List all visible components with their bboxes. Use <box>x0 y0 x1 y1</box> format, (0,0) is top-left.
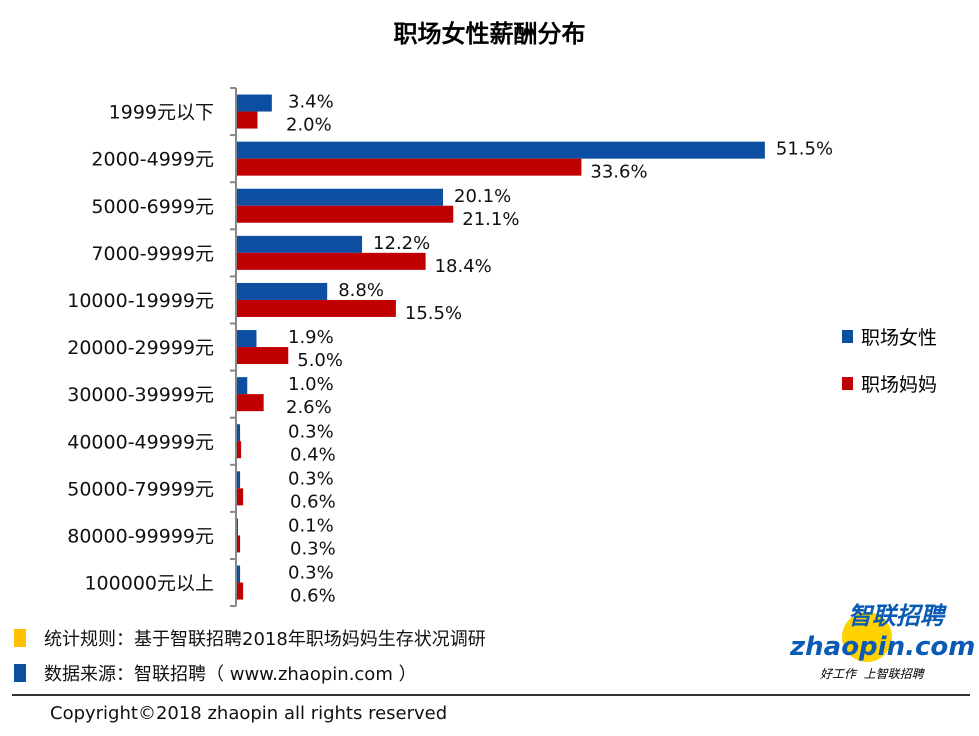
bar-mothers <box>237 394 264 412</box>
data-label: 2.6% <box>286 397 332 418</box>
data-label: 3.4% <box>288 92 334 113</box>
data-label: 18.4% <box>435 256 492 277</box>
legend-label: 职场妈妈 <box>861 374 938 396</box>
bar-women <box>237 330 257 348</box>
yellow-marker-icon <box>14 629 26 647</box>
bar-women <box>237 565 241 583</box>
bar-mothers <box>237 299 396 317</box>
data-label: 0.4% <box>290 444 336 465</box>
data-label: 8.8% <box>338 280 384 301</box>
category-label: 30000-39999元 <box>67 384 214 406</box>
data-label: 2.0% <box>286 115 332 136</box>
logo-slogan: 好工作 上智联招聘 <box>820 667 924 681</box>
legend-item-women: 职场女性 <box>842 323 937 350</box>
data-label: 1.9% <box>288 327 334 348</box>
bar-mothers <box>237 347 289 365</box>
category-label: 50000-79999元 <box>67 478 214 500</box>
bar-women <box>237 188 444 206</box>
logo-en: zhaopin.com <box>790 632 976 662</box>
note-rule: 统计规则：基于智联招聘2018年职场妈妈生存状况调研 <box>14 625 486 651</box>
category-label: 20000-29999元 <box>67 337 214 359</box>
data-label: 20.1% <box>454 186 511 207</box>
bar-women <box>237 471 241 489</box>
bar-mothers <box>237 111 258 129</box>
data-label: 0.3% <box>288 563 334 584</box>
bar-mothers <box>237 535 241 553</box>
data-label: 0.1% <box>288 515 334 536</box>
logo-cn: 智联招聘 <box>848 602 944 630</box>
copyright: Copyright©2018 zhaopin all rights reserv… <box>50 703 448 724</box>
bar-mothers <box>237 582 244 600</box>
bar-mothers <box>237 205 454 223</box>
bar-mothers <box>237 488 244 506</box>
bar-women <box>237 235 363 253</box>
note-source-text: 数据来源：智联招聘（ www.zhaopin.com ） <box>44 664 417 685</box>
category-label: 10000-19999元 <box>67 290 214 312</box>
legend-swatch <box>842 377 853 390</box>
category-label: 80000-99999元 <box>67 525 214 547</box>
category-label: 40000-49999元 <box>67 431 214 453</box>
data-label: 0.3% <box>288 421 334 442</box>
bar-women <box>237 282 328 300</box>
legend-swatch <box>842 330 853 343</box>
data-label: 0.3% <box>290 538 336 559</box>
data-label: 33.6% <box>590 162 647 183</box>
data-label: 51.5% <box>776 139 833 160</box>
bar-women <box>237 377 248 395</box>
data-label: 15.5% <box>405 303 462 324</box>
bar-women <box>237 141 765 159</box>
bar-women <box>237 94 272 112</box>
data-label: 12.2% <box>373 233 430 254</box>
bar-mothers <box>237 158 582 176</box>
legend-item-mothers: 职场妈妈 <box>842 370 937 397</box>
category-label: 5000-6999元 <box>91 196 214 218</box>
data-label: 0.3% <box>288 468 334 489</box>
bar-women <box>237 424 241 442</box>
bar-mothers <box>237 252 426 270</box>
category-label: 100000元以上 <box>84 573 214 595</box>
blue-marker-icon <box>14 664 26 682</box>
note-rule-text: 统计规则：基于智联招聘2018年职场妈妈生存状况调研 <box>44 629 486 650</box>
bar-chart: 1999元以下 3.4%2.0% 2000-4999元 51.5% 33.6% 5000-… <box>67 87 833 608</box>
data-label: 1.0% <box>288 374 334 395</box>
category-label: 1999元以下 <box>109 102 214 124</box>
data-label: 21.1% <box>462 209 519 230</box>
zhaopin-logo: 智联招聘 zhaopin.com 好工作 上智联招聘 <box>790 602 975 690</box>
bar-women <box>237 518 239 536</box>
data-label: 5.0% <box>297 350 343 371</box>
category-label: 7000-9999元 <box>91 243 214 265</box>
divider <box>12 694 970 696</box>
legend-label: 职场女性 <box>861 327 938 349</box>
bar-mothers <box>237 441 242 459</box>
note-source: 数据来源：智联招聘（ www.zhaopin.com ） <box>14 660 417 686</box>
category-label: 2000-4999元 <box>91 149 214 171</box>
chart-title: 职场女性薪酬分布 <box>393 20 586 48</box>
data-label: 0.6% <box>290 491 336 512</box>
data-label: 0.6% <box>290 586 336 607</box>
logo-circle <box>842 612 892 662</box>
